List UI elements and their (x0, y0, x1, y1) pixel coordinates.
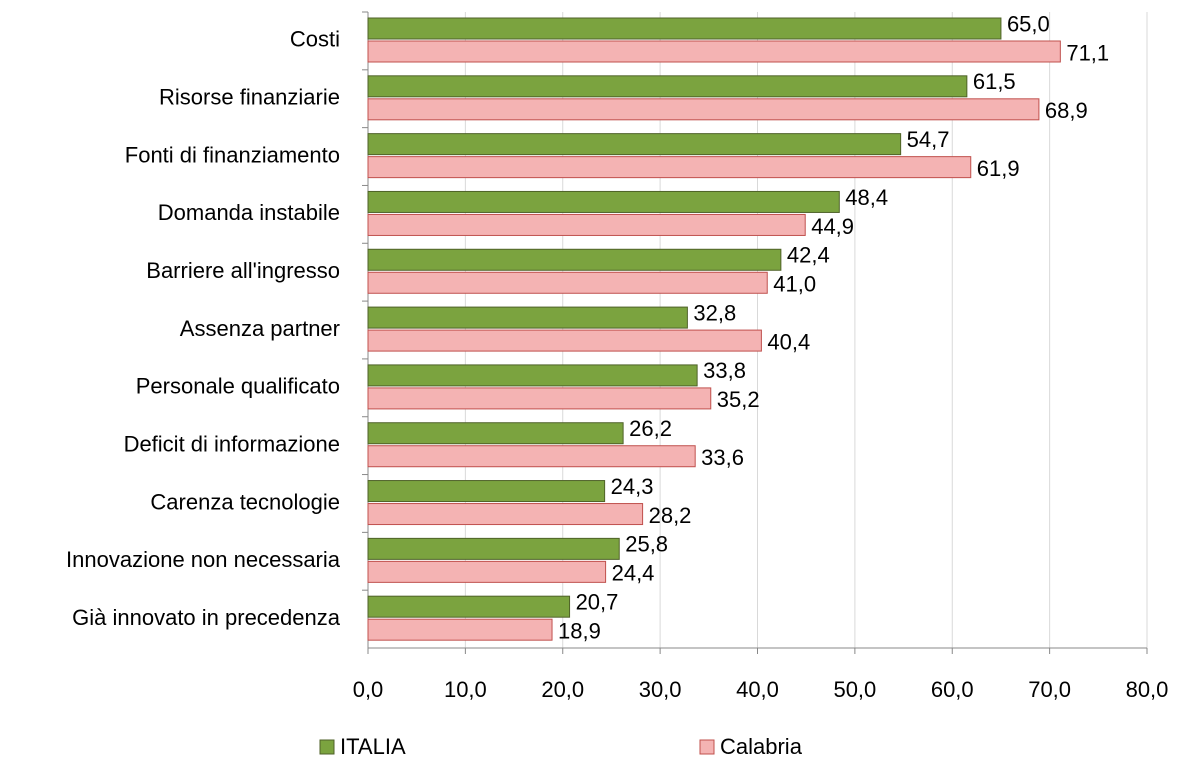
x-tick-label: 10,0 (444, 677, 487, 702)
bar (367, 75, 968, 98)
value-label: 44,9 (811, 214, 854, 239)
value-label: 24,4 (612, 561, 655, 586)
value-label: 28,2 (649, 503, 692, 528)
bar (367, 133, 902, 156)
bar (367, 445, 696, 468)
value-label: 65,0 (1007, 11, 1050, 36)
bar (367, 560, 607, 583)
value-label: 20,7 (576, 589, 619, 614)
y-tick-label: Fonti di finanziamento (125, 142, 340, 167)
bar (367, 156, 972, 179)
x-tick-label: 70,0 (1028, 677, 1071, 702)
value-label: 26,2 (629, 416, 672, 441)
y-tick-label: Già innovato in precedenza (72, 605, 341, 630)
value-label: 71,1 (1066, 40, 1109, 65)
value-label: 35,2 (717, 387, 760, 412)
y-tick-label: Barriere all'ingresso (146, 258, 340, 283)
bar (367, 271, 768, 294)
value-label: 41,0 (773, 272, 816, 297)
y-tick-label: Risorse finanziarie (159, 85, 340, 110)
bar (367, 537, 620, 560)
value-label: 68,9 (1045, 98, 1088, 123)
x-tick-label: 50,0 (833, 677, 876, 702)
y-tick-label: Costi (290, 27, 340, 52)
value-label: 25,8 (625, 532, 668, 557)
bar (367, 387, 712, 410)
value-label: 33,8 (703, 358, 746, 383)
x-tick-label: 80,0 (1126, 677, 1169, 702)
bar (367, 618, 553, 641)
bar (367, 17, 1002, 40)
bar (367, 98, 1040, 121)
value-label: 42,4 (787, 243, 830, 268)
legend-marker (699, 739, 715, 755)
x-tick-label: 0,0 (353, 677, 384, 702)
bar (367, 213, 806, 236)
y-tick-label: Innovazione non necessaria (66, 547, 341, 572)
bar (367, 40, 1061, 63)
bar (367, 480, 606, 503)
value-label: 61,5 (973, 69, 1016, 94)
y-tick-label: Deficit di informazione (124, 431, 340, 456)
legend-label: Calabria (720, 734, 803, 759)
bar (367, 248, 782, 271)
value-label: 40,4 (767, 329, 810, 354)
legend-marker (319, 739, 335, 755)
bar (367, 329, 762, 352)
bar (367, 422, 624, 445)
y-tick-label: Personale qualificato (136, 374, 340, 399)
value-label: 54,7 (907, 127, 950, 152)
x-tick-label: 60,0 (931, 677, 974, 702)
bar (367, 190, 840, 213)
x-tick-label: 30,0 (639, 677, 682, 702)
bar (367, 503, 644, 526)
bar (367, 364, 698, 387)
bar (367, 306, 688, 329)
bar (367, 595, 571, 618)
legend-label: ITALIA (340, 734, 406, 759)
x-tick-label: 20,0 (541, 677, 584, 702)
value-label: 33,6 (701, 445, 744, 470)
y-tick-label: Carenza tecnologie (150, 489, 340, 514)
value-label: 24,3 (611, 474, 654, 499)
y-tick-label: Domanda instabile (158, 200, 340, 225)
value-label: 61,9 (977, 156, 1020, 181)
x-tick-label: 40,0 (736, 677, 779, 702)
value-label: 48,4 (845, 185, 888, 210)
y-tick-label: Assenza partner (180, 316, 340, 341)
value-label: 32,8 (693, 300, 736, 325)
value-label: 18,9 (558, 618, 601, 643)
